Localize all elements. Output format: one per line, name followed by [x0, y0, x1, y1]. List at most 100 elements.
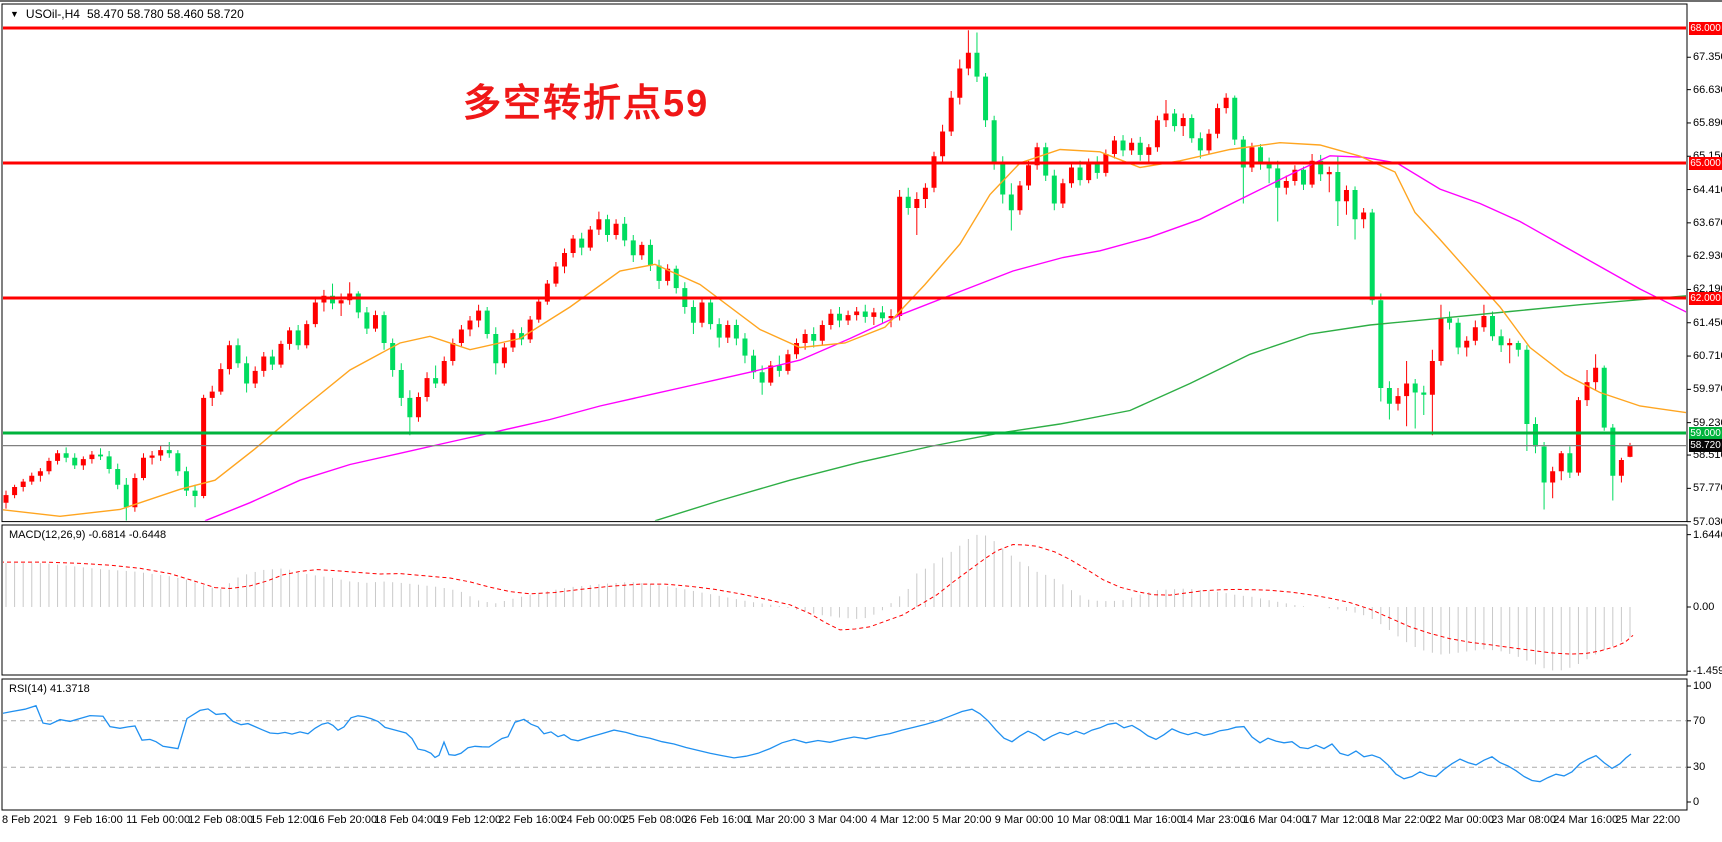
- candle-body: [132, 478, 138, 508]
- candle-body: [1086, 163, 1092, 181]
- candle-body: [1335, 172, 1341, 202]
- candle-body: [725, 325, 731, 338]
- time-axis-label: 9 Feb 16:00: [64, 814, 123, 826]
- candle-body: [974, 52, 980, 77]
- candle-body: [149, 455, 155, 458]
- candle-body: [1455, 322, 1461, 348]
- candle-body: [458, 329, 464, 343]
- rsi-axis-label: 70: [1693, 714, 1706, 727]
- time-axis-label: 3 Mar 04:00: [808, 814, 868, 826]
- candle-body: [201, 397, 207, 496]
- macd-panel[interactable]: [1, 524, 1688, 676]
- price-axis-label: 57.030: [1693, 515, 1722, 528]
- candle-body: [338, 300, 344, 304]
- candle-body: [312, 302, 318, 325]
- candle-body: [1318, 160, 1324, 175]
- candle-body: [1412, 383, 1418, 393]
- time-axis-label: 24 Feb 00:00: [560, 814, 626, 826]
- candle-body: [252, 370, 258, 384]
- main-panel[interactable]: [1, 3, 1688, 523]
- candle-body: [1490, 316, 1496, 337]
- price-axis-label: 59.970: [1693, 383, 1722, 396]
- candle-body: [1378, 300, 1384, 388]
- macd-indicator-label: MACD(12,26,9) -0.6814 -0.6448: [9, 529, 167, 541]
- candle-body: [819, 325, 825, 341]
- price-axis-label: 61.450: [1693, 316, 1722, 329]
- candle-body: [381, 315, 387, 343]
- candle-body: [89, 454, 95, 460]
- price-axis-label: 66.630: [1693, 83, 1722, 96]
- candle-body: [1292, 169, 1298, 181]
- candle-body: [1593, 367, 1599, 383]
- candle-body: [484, 310, 490, 334]
- time-axis-label: 17 Mar 12:00: [1305, 814, 1370, 826]
- candle-body: [1180, 118, 1186, 127]
- candle-body: [1223, 97, 1229, 109]
- symbol-dropdown-icon[interactable]: ▼: [10, 9, 19, 19]
- candle-body: [897, 196, 903, 316]
- candle-body: [1498, 336, 1504, 346]
- candle-body: [158, 450, 164, 456]
- candle-body: [776, 365, 782, 371]
- candle-body: [1163, 113, 1169, 121]
- price-badge-65.000: 65.000: [1689, 156, 1722, 170]
- candle-body: [1275, 168, 1281, 188]
- time-axis-label: 26 Feb 16:00: [684, 814, 750, 826]
- candle-body: [1232, 97, 1238, 140]
- time-axis-label: 16 Feb 20:00: [312, 814, 378, 826]
- time-axis-label: 8 Feb 2021: [2, 814, 58, 826]
- candle-body: [965, 52, 971, 69]
- candle-body: [424, 378, 430, 397]
- candle-body: [20, 481, 26, 487]
- candle-body: [1137, 142, 1143, 155]
- candle-body: [905, 196, 911, 208]
- candle-body: [304, 324, 310, 346]
- candle-body: [398, 370, 404, 398]
- fast-ma-line: [3, 141, 1686, 518]
- rsi-layer: [3, 704, 1686, 783]
- candle-body: [1300, 169, 1306, 185]
- candle-body: [991, 120, 997, 163]
- main-chart-layer: [3, 26, 1686, 521]
- candle-body: [192, 490, 198, 496]
- candle-body: [1051, 175, 1057, 204]
- candle-body: [46, 460, 52, 472]
- candle-body: [1249, 147, 1255, 168]
- candle-body: [948, 97, 954, 132]
- time-axis-label: 22 Mar 00:00: [1429, 814, 1494, 826]
- candle-body: [1240, 139, 1246, 168]
- slow-ma-line: [654, 295, 1686, 521]
- candle-body: [1189, 118, 1195, 139]
- candle-body: [80, 459, 86, 466]
- candle-body: [63, 453, 69, 458]
- time-axis-label: 24 Mar 16:00: [1553, 814, 1619, 826]
- chart-annotation-text: 多空转折点59: [463, 83, 710, 125]
- candle-body: [226, 345, 232, 370]
- macd-axis-label: -1.4594: [1693, 665, 1722, 678]
- candle-body: [1146, 147, 1152, 155]
- rsi-axis-label: 100: [1693, 680, 1712, 692]
- time-axis-label: 11 Mar 16:00: [1118, 814, 1183, 826]
- rsi-line: [3, 704, 1632, 783]
- candle-body: [802, 334, 808, 343]
- candle-body: [1111, 140, 1117, 154]
- rsi-panel[interactable]: [1, 678, 1688, 811]
- candle-body: [1008, 194, 1014, 211]
- candle-body: [1017, 185, 1023, 211]
- time-axis-label: 4 Mar 12:00: [870, 814, 930, 826]
- time-axis-label: 5 Mar 20:00: [932, 814, 992, 826]
- candle-body: [596, 219, 602, 230]
- candle-body: [1507, 343, 1513, 346]
- candle-body: [218, 369, 224, 392]
- candle-body: [1532, 424, 1538, 447]
- time-axis-label: 23 Mar 08:00: [1491, 814, 1557, 826]
- candle-body: [562, 253, 568, 267]
- candle-body: [1343, 190, 1349, 202]
- candle-body: [957, 68, 963, 98]
- candle-body: [673, 268, 679, 289]
- mid-ma-line: [204, 155, 1686, 521]
- time-axis-label: 14 Mar 23:00: [1180, 814, 1246, 826]
- candle-body: [12, 487, 18, 496]
- candle-body: [794, 343, 800, 355]
